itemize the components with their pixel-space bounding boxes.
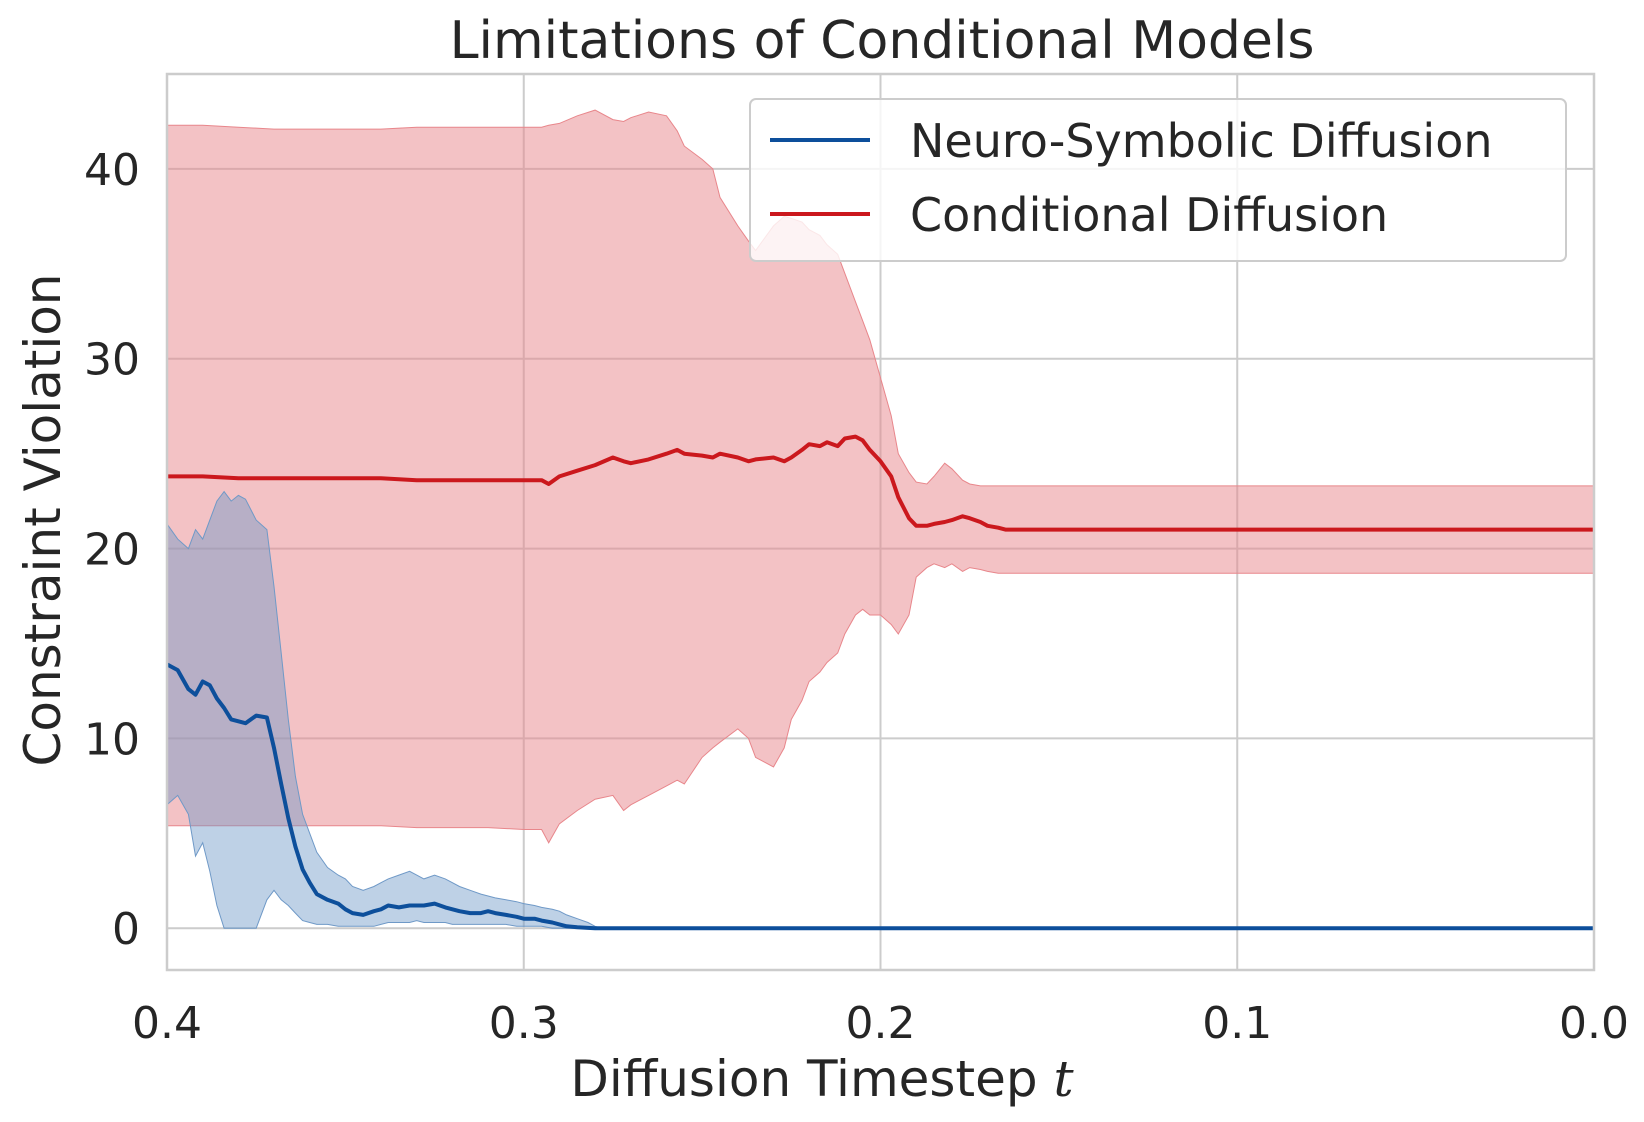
axes-frame [165, 72, 1596, 972]
y-tick-label: 20 [84, 525, 140, 576]
y-tick-label: 0 [112, 904, 140, 955]
mean-lines [166, 434, 1594, 931]
x-axis-label-var: t [1053, 1050, 1074, 1108]
chart-title: Limitations of Conditional Models [450, 11, 1315, 71]
tick-labels: 0.4 0.3 0.2 0.1 0.0 0 10 20 30 40 [84, 145, 1629, 1049]
y-tick-label: 40 [84, 145, 140, 196]
x-tick-label: 0.1 [1202, 998, 1272, 1049]
line-conditional [167, 434, 1594, 532]
x-tick-label: 0.3 [489, 998, 559, 1049]
y-tick-label: 10 [84, 714, 140, 765]
legend-box [749, 98, 1567, 262]
y-axis-label: Constraint Violation [14, 273, 72, 766]
legend: Neuro-Symbolic Diffusion Conditional Dif… [749, 98, 1567, 262]
line-neuro-symbolic [166, 662, 1594, 931]
plot-area [166, 109, 1595, 931]
x-axis-label-text: Diffusion Timestep [570, 1050, 1037, 1108]
x-axis-label: Diffusion Timestep t [570, 1050, 1074, 1108]
x-tick-label: 0.0 [1559, 998, 1629, 1049]
x-tick-label: 0.2 [846, 998, 916, 1049]
x-tick-label: 0.4 [132, 998, 202, 1049]
legend-label-neuro-symbolic: Neuro-Symbolic Diffusion [910, 114, 1493, 168]
y-tick-label: 30 [84, 335, 140, 386]
legend-label-conditional: Conditional Diffusion [910, 188, 1388, 242]
